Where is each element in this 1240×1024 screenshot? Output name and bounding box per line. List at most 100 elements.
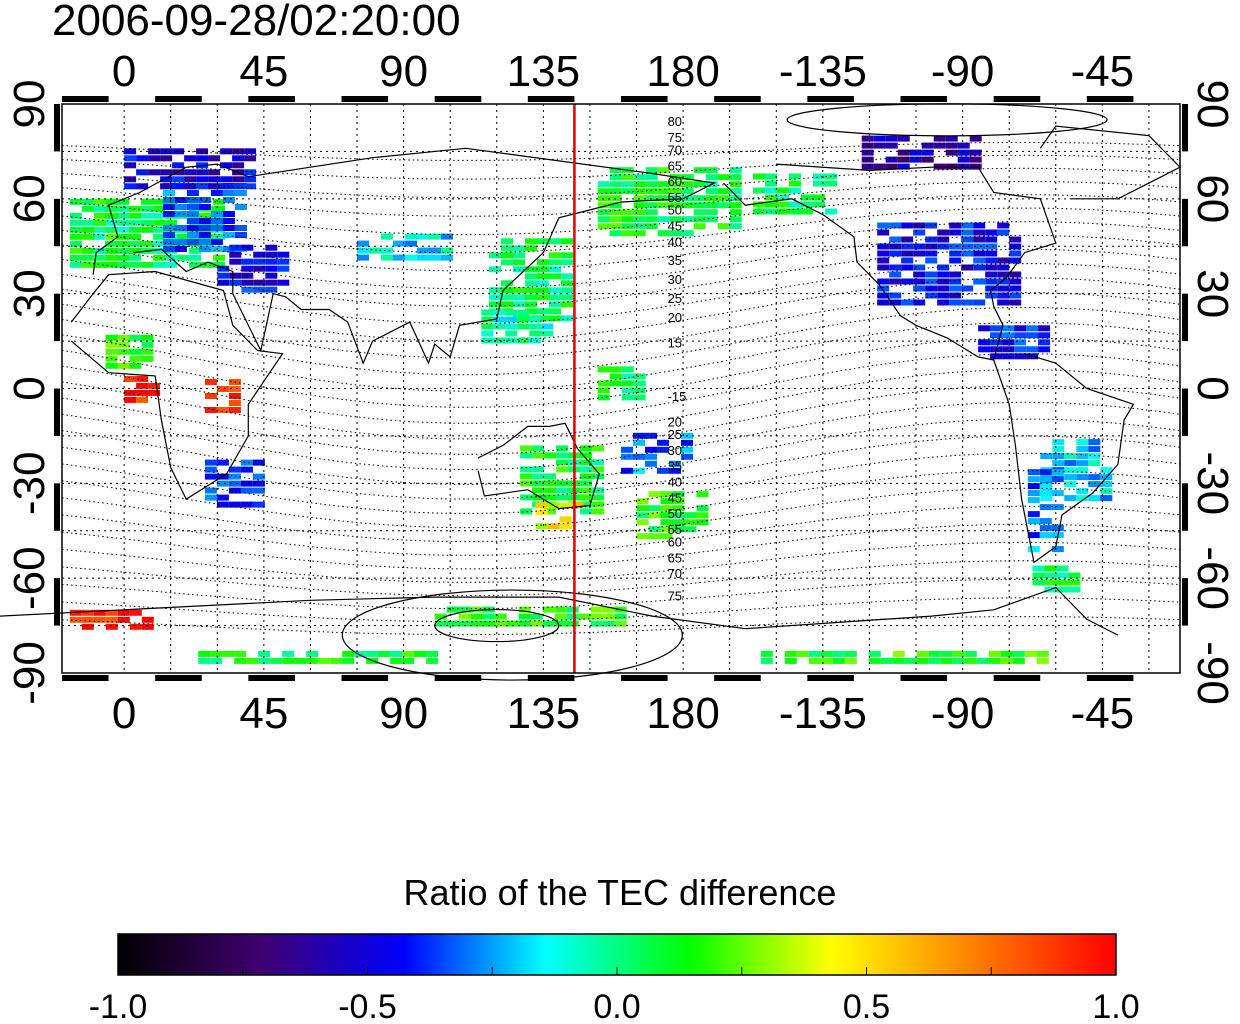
contour-label: 70 [668,566,682,581]
tec-data-cell [105,348,118,355]
contour-label: 20 [668,310,682,325]
tec-data-cell [729,174,742,181]
tec-data-cell [633,181,646,188]
tec-data-cell [997,278,1010,285]
tec-data-cell [729,223,742,230]
contour-label: 65 [668,550,682,565]
y-tick-label-right: 0 [1188,376,1237,400]
tec-data-cell [925,285,938,292]
geomagnetic-contour [61,401,1181,470]
tec-data-cell [933,135,946,142]
border-bar [621,675,668,681]
tec-data-cell [204,459,217,466]
tec-data-cell [198,204,211,210]
tec-data-cell [669,230,682,237]
tec-data-cell [535,523,548,530]
tec-data-cell [597,366,610,373]
y-tick-label-left: 60 [5,174,54,223]
tec-data-cell [129,348,142,355]
tec-data-cell [505,330,518,337]
tec-data-cell [1064,495,1077,502]
tec-data-cell [621,387,634,394]
tec-data-cell [105,226,118,233]
tec-data-patch [1027,469,1064,553]
tec-data-cell [1039,483,1052,490]
tec-data-cell [657,230,670,237]
tec-data-cell [1100,488,1113,495]
tec-data-cell [990,332,1003,339]
tec-data-cell [220,148,233,155]
tec-data-cell [556,445,569,452]
tec-data-cell [141,355,154,362]
tec-data-cell [81,233,94,240]
tec-data-cell [621,223,634,230]
tec-data-cell [657,216,670,223]
tec-data-cell [532,445,545,452]
coastline [477,422,600,510]
tec-data-cell [520,473,533,480]
border-bar [527,675,575,681]
tec-data-cell [201,212,214,219]
border-bar [54,198,60,247]
tec-data-cell [174,204,187,210]
y-tick-label-right: -60 [1188,546,1237,610]
tec-data-cell [561,273,573,280]
tec-data-cell [988,650,1001,657]
tec-data-cell [544,452,557,459]
map-axes: 0 0 45 45 90 90 135 135 180 180 -135 -135 -90 -90 -45 -… [5,47,1237,738]
tec-data-patch [198,650,439,664]
tec-data-cell [105,341,118,348]
tec-data-cell [580,487,593,494]
tec-data-cell [997,222,1010,229]
border-bar [434,96,482,102]
tec-data-cell [1088,481,1101,488]
tec-data-cell [633,216,646,223]
tec-data-cell [892,650,905,657]
tec-data-cell [129,254,142,261]
tec-data-cell [1051,546,1064,553]
colorbar-tick-label: 0.5 [843,988,890,1024]
tec-data-cell [889,278,902,285]
tec-data-cell [532,487,545,494]
tec-data-cell [949,222,962,229]
tec-data-cell [1027,511,1040,518]
tec-data-cell [417,254,429,261]
tec-data-cell [877,299,890,306]
tec-data-cell [244,176,257,183]
tec-data-cell [141,261,154,268]
tec-data-cell [529,337,542,344]
tec-data-cell [184,169,197,176]
tec-data-cell [253,258,266,265]
tec-data-cell [961,229,974,236]
tec-data-cell [645,223,658,230]
tec-data-cell [529,323,542,330]
geomagnetic-contour [61,353,1181,424]
tec-data-cell [198,239,211,245]
tec-data-cell [549,259,561,266]
tec-data-cell [820,657,833,664]
tec-data-cell [186,204,199,210]
tec-data-cell [580,494,593,501]
tec-data-cell [1039,525,1052,532]
tec-data-cell [537,259,549,266]
tec-data-cell [1088,439,1101,446]
tec-data-cell [105,609,118,616]
tec-data-cell [517,316,530,323]
tec-data-cell [813,201,825,208]
tec-data-cell [196,176,209,183]
coastline [0,586,1119,636]
tec-data-cell [81,198,94,205]
tec-data-cell [813,173,825,180]
tec-data-cell [222,232,235,238]
tec-data-cell [1002,332,1015,339]
tec-data-cell [614,613,627,620]
tec-data-cell [1032,565,1045,572]
tec-data-cell [220,162,233,169]
colorbar: -1.0 -0.5 0.0 0.5 1.0 [89,933,1140,1024]
tec-data-cell [889,236,902,243]
colorbar-tick-label: 1.0 [1092,988,1139,1024]
tec-data-cell [1039,532,1052,539]
tec-data-cell [633,387,646,394]
tec-data-cell [208,176,221,183]
tec-data-cell [633,380,646,387]
